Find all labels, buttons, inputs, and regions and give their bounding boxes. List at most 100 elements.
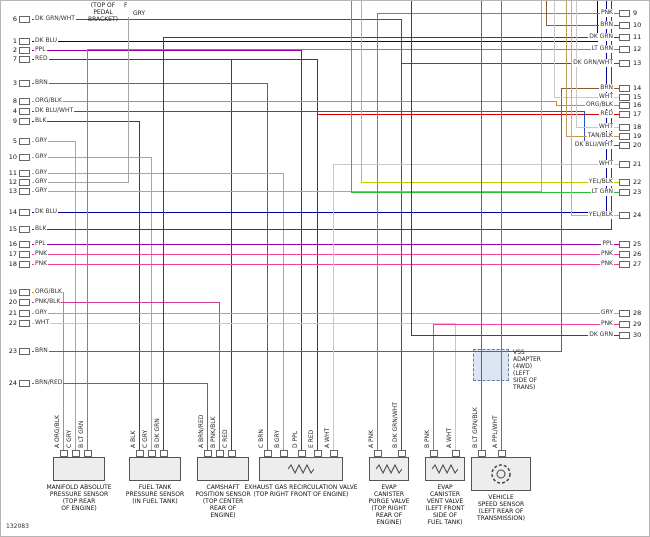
wire-segment-wht bbox=[554, 1, 555, 98]
wire-segment-ppl-wht bbox=[501, 1, 502, 451]
left-pin-color-label: PPL bbox=[34, 46, 47, 54]
left-pin-number: 22 bbox=[8, 319, 17, 327]
right-pin-number: 9 bbox=[633, 9, 638, 17]
left-pin-number: 20 bbox=[8, 298, 17, 306]
right-pin-color-label: RED bbox=[599, 110, 614, 118]
component-box-map-sensor bbox=[53, 457, 105, 481]
component-box-fuel-tank-pressure-sensor bbox=[129, 457, 181, 481]
left-pin-box bbox=[19, 299, 30, 306]
component-label-vehicle-speed-sensor: VEHICLE SPEED SENSOR (LEFT REAR OF TRANS… bbox=[477, 494, 525, 522]
left-pin-box bbox=[19, 80, 30, 87]
right-pin-box bbox=[619, 111, 630, 118]
right-pin-box bbox=[619, 179, 630, 186]
component-pin-box bbox=[298, 450, 306, 457]
right-pin-number: 13 bbox=[633, 59, 642, 67]
component-box-camshaft-position-sensor bbox=[197, 457, 249, 481]
right-pin-box bbox=[619, 22, 630, 29]
right-pin-box bbox=[619, 321, 630, 328]
right-pin-number: 30 bbox=[633, 331, 642, 339]
left-pin-color-label: GRY bbox=[34, 178, 49, 186]
wire-segment-red bbox=[231, 59, 232, 451]
right-pin-number: 21 bbox=[633, 160, 642, 168]
wire-segment-brn bbox=[561, 88, 562, 352]
right-pin-number: 14 bbox=[633, 84, 642, 92]
wire-segment-dk-grn bbox=[163, 37, 164, 451]
wire-segment-lt-grn bbox=[351, 1, 352, 193]
component-pin-box bbox=[160, 450, 168, 457]
component-pin-label: B PNK bbox=[424, 429, 431, 448]
wire-segment-red bbox=[317, 59, 318, 451]
wire-segment-pnk bbox=[433, 324, 619, 325]
right-pin-color-label: PNK bbox=[599, 260, 614, 268]
left-pin-box bbox=[19, 241, 30, 248]
wire-segment-lt-grn-blk bbox=[481, 1, 482, 451]
left-pin-number: 7 bbox=[12, 55, 17, 63]
left-pin-color-label: PNK/BLK bbox=[34, 298, 62, 306]
component-pin-label: B GRY bbox=[274, 429, 281, 448]
right-pin-box bbox=[619, 60, 630, 67]
left-pin-color-label: BRN bbox=[34, 347, 49, 355]
right-pin-number: 18 bbox=[633, 123, 642, 131]
left-pin-box bbox=[19, 16, 30, 23]
vss-adapter-label: VSS ADAPTER (4WD) (LEFT SIDE OF TRANS) bbox=[513, 349, 541, 391]
left-pin-box bbox=[19, 348, 30, 355]
left-pin-box bbox=[19, 188, 30, 195]
right-pin-number: 29 bbox=[633, 320, 642, 328]
left-pin-color-label: GRY bbox=[34, 153, 49, 161]
vss-adapter-box bbox=[473, 349, 509, 381]
wire-segment-lt-grn bbox=[87, 49, 619, 50]
component-pin-box bbox=[264, 450, 272, 457]
left-pin-number: 21 bbox=[8, 309, 17, 317]
right-pin-box bbox=[619, 94, 630, 101]
right-pin-box bbox=[619, 102, 630, 109]
wire-segment-lt-grn bbox=[87, 49, 88, 451]
wire-segment-yel-blk bbox=[361, 1, 362, 183]
left-pin-number: 18 bbox=[8, 260, 17, 268]
component-box-evap-purge-valve bbox=[369, 457, 409, 481]
wire-segment-brn-red bbox=[32, 383, 208, 384]
wire-segment-brn bbox=[267, 83, 268, 451]
wire-segment-brn bbox=[32, 351, 562, 352]
component-pin-label: C GRY bbox=[142, 429, 149, 448]
wire-segment-org-blk bbox=[32, 101, 557, 102]
gear-symbol bbox=[491, 464, 511, 484]
wire-segment-dk-blu-wht bbox=[584, 111, 585, 146]
right-pin-number: 22 bbox=[633, 178, 642, 186]
wire-segment-pnk bbox=[32, 264, 619, 265]
component-box-evap-vent-valve bbox=[425, 457, 465, 481]
left-pin-number: 12 bbox=[8, 178, 17, 186]
component-pin-box bbox=[398, 450, 406, 457]
right-pin-number: 11 bbox=[633, 33, 642, 41]
wire-segment-lt-grn bbox=[351, 192, 619, 193]
right-pin-box bbox=[619, 251, 630, 258]
component-pin-label: C GRY bbox=[66, 429, 73, 448]
component-pin-box bbox=[148, 450, 156, 457]
left-pin-box bbox=[19, 179, 30, 186]
left-pin-box bbox=[19, 154, 30, 161]
left-pin-box bbox=[19, 320, 30, 327]
left-pin-color-label: DK GRN/WHT bbox=[34, 15, 76, 23]
left-pin-box bbox=[19, 56, 30, 63]
wire-segment-pnk bbox=[433, 324, 434, 451]
component-pin-label: A WHT bbox=[446, 427, 453, 448]
left-pin-color-label: GRY bbox=[34, 309, 49, 317]
right-pin-color-label: WHT bbox=[597, 123, 614, 131]
component-pin-box bbox=[72, 450, 80, 457]
right-pin-color-label: DK GRN/WHT bbox=[572, 59, 614, 67]
component-pin-box bbox=[228, 450, 236, 457]
right-pin-box bbox=[619, 10, 630, 17]
coil-symbol bbox=[288, 464, 314, 474]
wire-segment-gry bbox=[75, 141, 76, 451]
right-pin-box bbox=[619, 261, 630, 268]
wire-segment-blk bbox=[32, 121, 140, 122]
wire-segment-dk-grn-wht bbox=[401, 63, 402, 451]
right-pin-box bbox=[619, 46, 630, 53]
left-pin-box bbox=[19, 170, 30, 177]
left-pin-number: 10 bbox=[8, 153, 17, 161]
right-pin-box bbox=[619, 34, 630, 41]
right-pin-color-label: WHT bbox=[597, 160, 614, 168]
component-pin-label: B LT GRN/BLK bbox=[472, 407, 479, 448]
right-pin-color-label: DK BLU/WHT bbox=[573, 141, 614, 149]
wire-segment-wht bbox=[576, 127, 619, 128]
